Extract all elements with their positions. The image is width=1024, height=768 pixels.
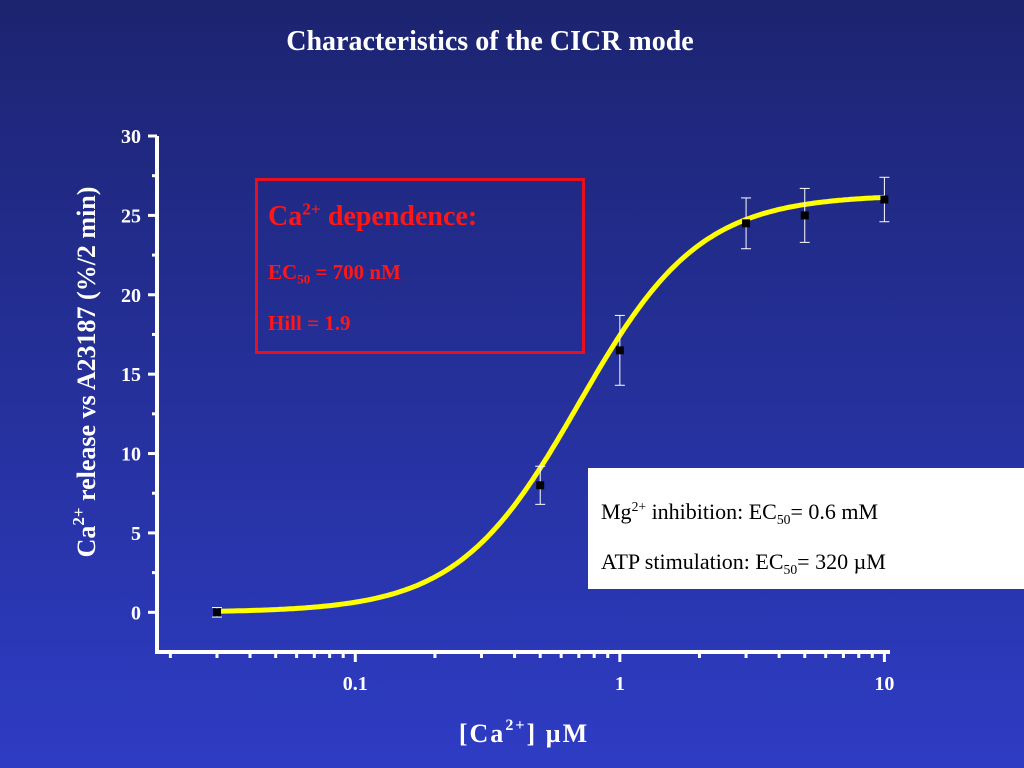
x-axis-title-sup: 2+ — [505, 717, 526, 734]
data-point — [536, 481, 545, 490]
y-tick-label-20: 20 — [121, 285, 141, 307]
slide-title: Characteristics of the CICR mode — [286, 26, 694, 57]
data-point-group — [879, 176, 890, 223]
fit-curve — [216, 194, 885, 614]
y-axis-title: Ca2+ release vs A23187 (%/2 min) — [69, 187, 101, 558]
data-point — [880, 195, 889, 204]
x-axis-title: [Ca2+] µM — [459, 717, 589, 748]
x-tick-label-0.1: 0.1 — [343, 673, 368, 695]
ca-dependence-callout: Ca2+ dependence: EC50 = 700 nM Hill = 1.… — [255, 178, 585, 354]
atp-stimulation-text: ATP stimulation: EC50= 320 µM — [601, 549, 886, 577]
x-axis-title-pre: [Ca — [459, 719, 505, 748]
data-point-group — [211, 607, 222, 618]
x-ticks: 0.1 1 10 — [168, 652, 894, 695]
y-axis-title-pre: Ca — [72, 526, 101, 558]
data-points — [211, 176, 890, 618]
x-tick-label-1: 1 — [615, 673, 625, 695]
data-point-group — [741, 197, 752, 250]
data-point — [615, 346, 624, 355]
y-tick-label-15: 15 — [121, 364, 141, 386]
modulation-callout: Mg2+ inhibition: EC50= 0.6 mM ATP stimul… — [588, 468, 1024, 589]
y-axis-title-sup: 2+ — [69, 507, 88, 525]
ec50-value: EC50 = 700 nM — [268, 260, 401, 287]
chart-axes — [155, 136, 890, 654]
y-ticks: 0 5 10 15 20 25 30 — [121, 126, 157, 624]
data-point — [742, 219, 751, 228]
data-point-group — [799, 187, 810, 243]
mg-inhibition-text: Mg2+ inhibition: EC50= 0.6 mM — [601, 498, 879, 527]
data-point-group — [614, 314, 625, 386]
ca-dependence-title: Ca2+ dependence: — [268, 199, 478, 232]
x-axis-title-post: ] µM — [526, 719, 589, 748]
y-tick-label-30: 30 — [121, 126, 141, 148]
y-tick-label-25: 25 — [121, 205, 141, 227]
data-point — [800, 211, 809, 220]
y-tick-label-0: 0 — [131, 602, 141, 624]
data-point — [212, 608, 221, 617]
y-tick-label-5: 5 — [131, 523, 141, 545]
y-axis-title-post: release vs A23187 (%/2 min) — [72, 187, 101, 508]
hill-value: Hill = 1.9 — [268, 311, 351, 335]
fit-curve-layer — [216, 194, 885, 614]
x-tick-label-10: 10 — [874, 673, 894, 695]
y-tick-label-10: 10 — [121, 444, 141, 466]
data-point-group — [535, 465, 546, 505]
